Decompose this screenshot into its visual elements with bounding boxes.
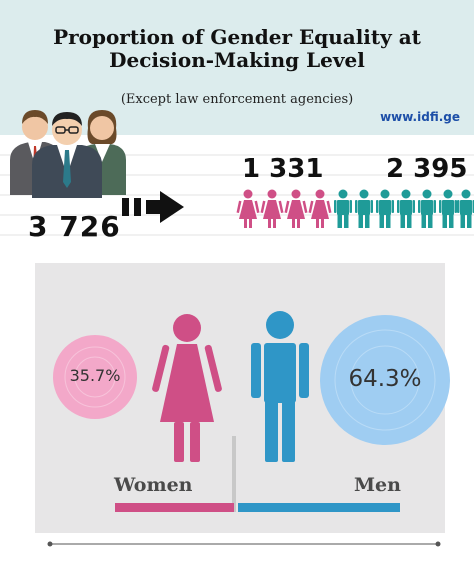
women-percent-circle bbox=[53, 335, 137, 419]
subtitle: (Except law enforcement agencies) bbox=[120, 92, 354, 107]
woman-figure-icon bbox=[152, 314, 222, 462]
men-percent-circle bbox=[320, 315, 450, 445]
man-figure-icon bbox=[251, 311, 309, 462]
men-label: Men bbox=[354, 474, 401, 496]
men-count: 2 395 bbox=[386, 154, 468, 184]
men-bar bbox=[238, 503, 400, 512]
women-count: 1 331 bbox=[242, 154, 324, 184]
men-percentage: 64.3% bbox=[348, 366, 422, 392]
site-link[interactable]: www.idfi.ge bbox=[380, 110, 460, 124]
women-label: Women bbox=[114, 474, 193, 496]
center-person-icon bbox=[32, 112, 102, 198]
women-bar bbox=[115, 503, 234, 512]
header-banner bbox=[0, 0, 474, 135]
page-title: Proportion of Gender Equality at Decisio… bbox=[0, 26, 474, 72]
women-percentage: 35.7% bbox=[69, 366, 121, 385]
total-count: 3 726 bbox=[28, 210, 121, 243]
title-line-1: Proportion of Gender Equality at bbox=[53, 25, 421, 49]
title-line-2: Decision-Making Level bbox=[109, 48, 365, 72]
